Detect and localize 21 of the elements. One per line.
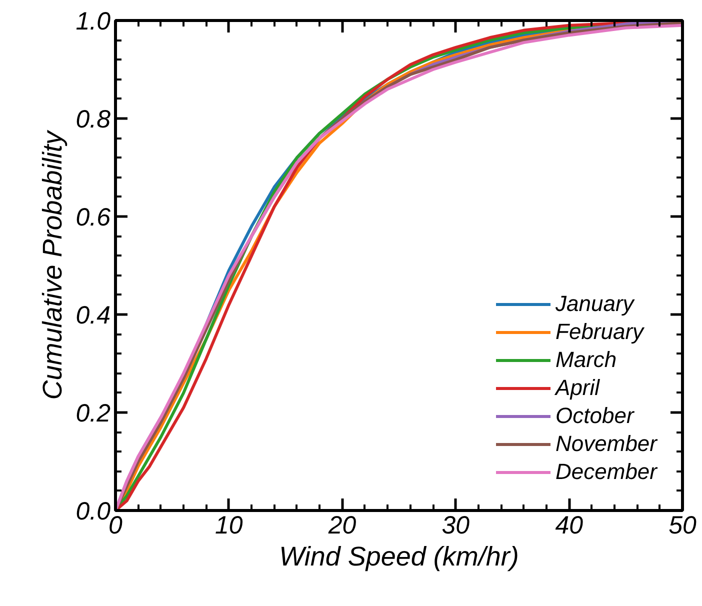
x-tick-label: 40: [555, 512, 584, 540]
legend-label: December: [556, 459, 657, 485]
y-axis-title: Cumulative Probability: [38, 130, 68, 400]
y-tick-label: 0.8: [76, 106, 111, 134]
x-tick-label: 20: [327, 512, 356, 540]
legend-label: February: [556, 319, 644, 345]
y-tick-label: 0.0: [76, 498, 111, 526]
legend-label: April: [556, 375, 600, 401]
legend-label: October: [556, 403, 634, 429]
x-tick-label: 0: [108, 512, 123, 540]
legend-label: January: [556, 291, 634, 317]
x-axis-title: Wind Speed (km/hr): [279, 542, 519, 572]
y-tick-label: 0.6: [76, 204, 111, 232]
y-tick-label: 1.0: [76, 8, 111, 36]
x-tick-label: 50: [668, 512, 696, 540]
y-tick-label: 0.4: [76, 302, 111, 330]
y-tick-label: 0.2: [76, 400, 111, 428]
x-tick-label: 30: [442, 512, 470, 540]
x-tick-label: 10: [214, 512, 243, 540]
legend-label: March: [556, 347, 617, 373]
legend-label: November: [556, 431, 657, 457]
